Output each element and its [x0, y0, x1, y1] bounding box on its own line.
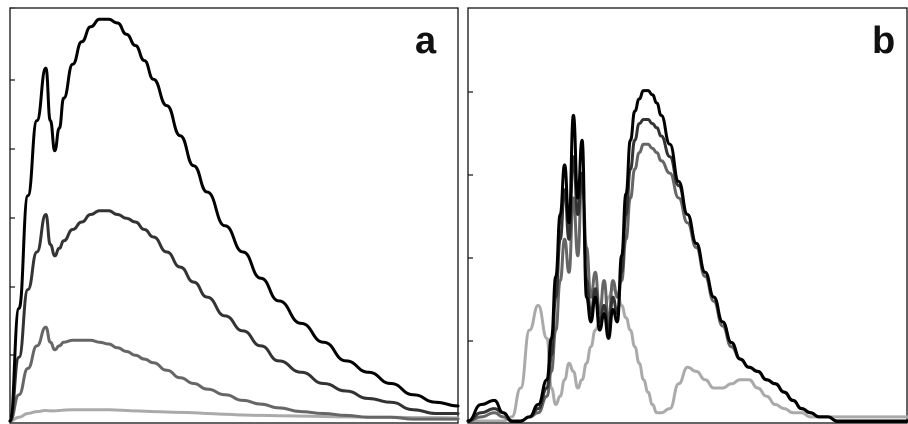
series-line-2	[466, 142, 908, 423]
panel-a-frame	[9, 7, 459, 424]
panel-a-y-ticks	[10, 7, 15, 356]
panel-b-y-ticks	[468, 91, 473, 342]
panel-b: b	[466, 7, 908, 424]
series-line-0	[8, 17, 460, 423]
series-line-1	[466, 118, 908, 423]
panel-a-label: a	[415, 20, 437, 62]
panel-a: a	[8, 7, 460, 424]
panel-a-series	[8, 17, 460, 423]
series-line-2	[8, 325, 460, 423]
series-line-3	[466, 287, 908, 423]
series-line-3	[8, 408, 460, 423]
series-line-0	[466, 89, 908, 423]
panel-b-label: b	[872, 20, 895, 62]
panel-b-frame	[467, 7, 908, 424]
series-line-1	[8, 209, 460, 423]
panel-b-series	[466, 89, 908, 423]
